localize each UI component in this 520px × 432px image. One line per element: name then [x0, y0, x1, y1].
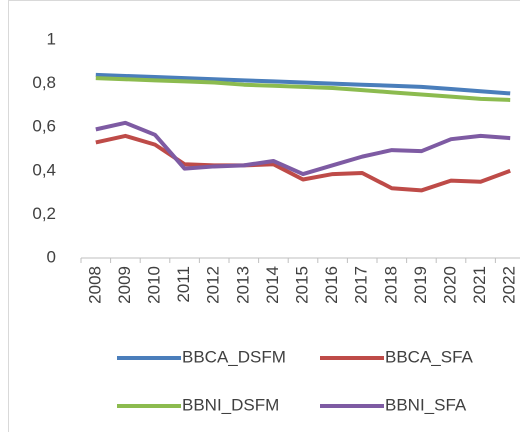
x-tick-label: 2016 — [322, 266, 341, 304]
chart-border — [8, 0, 520, 432]
legend-label: BBNI_SFA — [385, 395, 467, 414]
x-tick-label: 2010 — [144, 266, 163, 304]
legend-label: BBCA_DSFM — [182, 347, 286, 366]
x-tick-label: 2012 — [204, 266, 223, 304]
series-line — [95, 133, 511, 193]
x-tick-label: 2011 — [174, 266, 193, 303]
x-tick-label: 2018 — [381, 266, 400, 304]
y-tick-label: 0,4 — [32, 160, 56, 179]
legend-label: BBNI_DSFM — [182, 395, 279, 414]
x-tick-label: 2008 — [85, 266, 104, 304]
x-tick-label: 2021 — [470, 266, 489, 304]
y-tick-label: 0,8 — [32, 73, 56, 92]
y-tick-label: 0 — [47, 247, 56, 266]
series-line — [95, 72, 511, 96]
x-tick-label: 2014 — [263, 266, 282, 304]
x-tick-label: 2013 — [233, 266, 252, 304]
x-tick-label: 2009 — [115, 266, 134, 304]
x-tick-label: 2015 — [292, 266, 311, 304]
x-tick-label: 2020 — [440, 266, 459, 304]
x-tick-label: 2019 — [411, 266, 430, 304]
series-line — [95, 120, 511, 177]
series-line — [95, 76, 511, 102]
y-tick-label: 0,6 — [32, 117, 56, 136]
legend-label: BBCA_SFA — [385, 347, 474, 366]
x-tick-label: 2017 — [352, 266, 371, 304]
x-tick-label: 2022 — [500, 266, 519, 304]
y-tick-label: 0,2 — [32, 204, 56, 223]
y-tick-label: 1 — [47, 29, 56, 48]
